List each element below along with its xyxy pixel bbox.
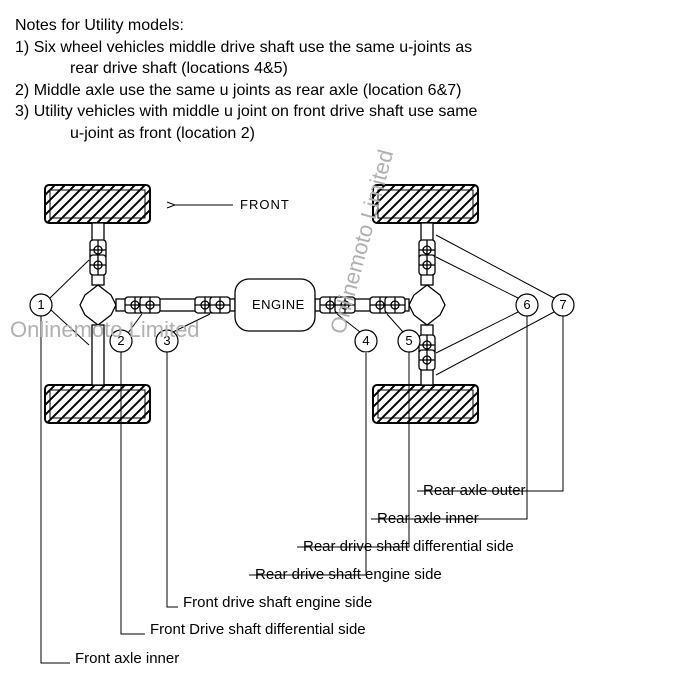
svg-text:7: 7: [559, 297, 566, 312]
label-2: Front Drive shaft differential side: [150, 621, 366, 638]
notes-section: Notes for Utility models: 1) Six wheel v…: [15, 15, 685, 145]
label-4: Rear drive shaft engine side: [255, 566, 442, 583]
svg-text:2: 2: [117, 333, 124, 348]
note-3-cont: u-joint as front (location 2): [15, 123, 685, 145]
notes-title: Notes for Utility models:: [15, 15, 685, 37]
svg-text:4: 4: [362, 333, 369, 348]
engine-label: ENGINE: [252, 297, 305, 312]
note-1-cont: rear drive shaft (locations 4&5): [15, 58, 685, 80]
rear-diff: [409, 285, 445, 325]
svg-text:6: 6: [523, 297, 530, 312]
svg-text:5: 5: [405, 333, 412, 348]
label-5: Rear drive shaft differential side: [303, 538, 514, 555]
svg-text:3: 3: [163, 333, 170, 348]
note-3: 3) Utility vehicles with middle u joint …: [15, 101, 685, 123]
label-1: Front axle inner: [75, 650, 179, 667]
label-6: Rear axle inner: [377, 510, 479, 527]
front-label: FRONT: [240, 197, 290, 212]
svg-text:1: 1: [37, 297, 44, 312]
leaders: [249, 316, 563, 575]
diagram: 1 2 3 4 5 6 7: [15, 155, 685, 675]
label-3: Front drive shaft engine side: [183, 594, 372, 611]
note-1: 1) Six wheel vehicles middle drive shaft…: [15, 37, 685, 59]
note-2: 2) Middle axle use the same u joints as …: [15, 80, 685, 102]
front-diff: [80, 285, 116, 325]
label-7: Rear axle outer: [423, 482, 526, 499]
